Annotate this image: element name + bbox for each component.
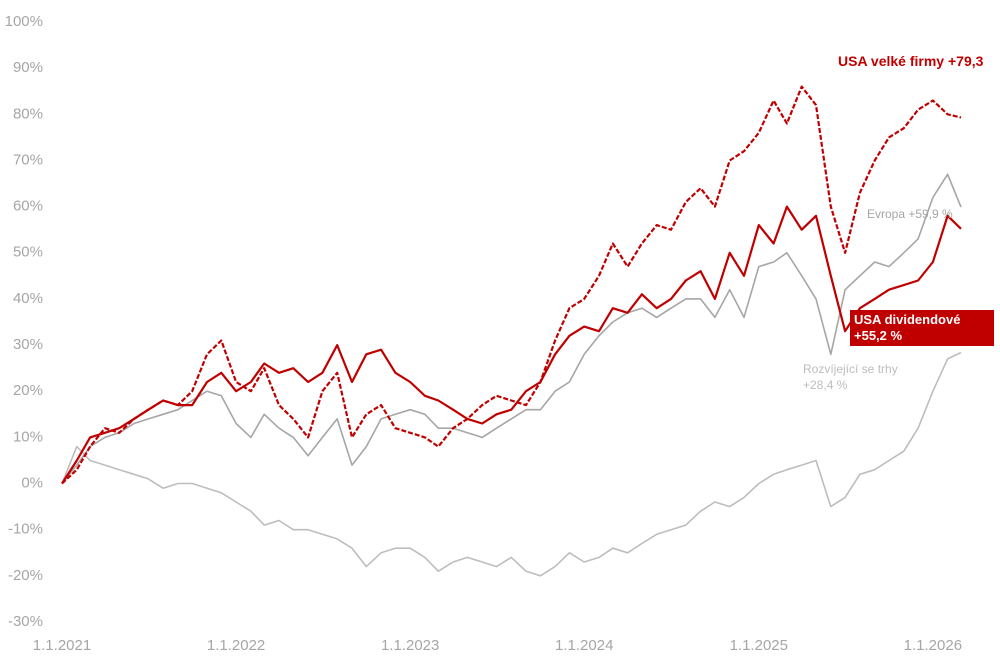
series-label: USA dividendové +55,2 % [850,310,994,346]
y-tick-label: -10% [8,521,43,538]
x-tick-label: 1.1.2025 [730,637,788,654]
y-tick-label: -20% [8,567,43,584]
series-line [61,351,962,577]
series-label: USA velké firmy +79,3 [838,53,984,69]
y-tick-label: -30% [8,613,43,630]
series-line [61,85,962,485]
series-label: Rozvíjející se trhy +28,4 % [803,362,898,392]
y-tick-label: 0% [21,475,43,492]
x-tick-label: 1.1.2024 [555,637,613,654]
x-tick-label: 1.1.2023 [381,637,439,654]
x-tick-label: 1.1.2026 [904,637,962,654]
x-tick-label: 1.1.2022 [207,637,265,654]
series-line [61,205,962,485]
y-tick-label: 20% [13,382,43,399]
y-tick-label: 10% [13,428,43,445]
series-label: Evropa +59,9 % [867,207,953,221]
y-tick-label: 80% [13,105,43,122]
x-tick-label: 1.1.2021 [33,637,91,654]
y-tick-label: 90% [13,59,43,76]
y-tick-label: 100% [5,13,43,30]
y-tick-label: 40% [13,290,43,307]
series-line [61,173,962,485]
y-tick-label: 70% [13,151,43,168]
y-tick-label: 60% [13,198,43,215]
y-tick-label: 50% [13,244,43,261]
y-tick-label: 30% [13,336,43,353]
